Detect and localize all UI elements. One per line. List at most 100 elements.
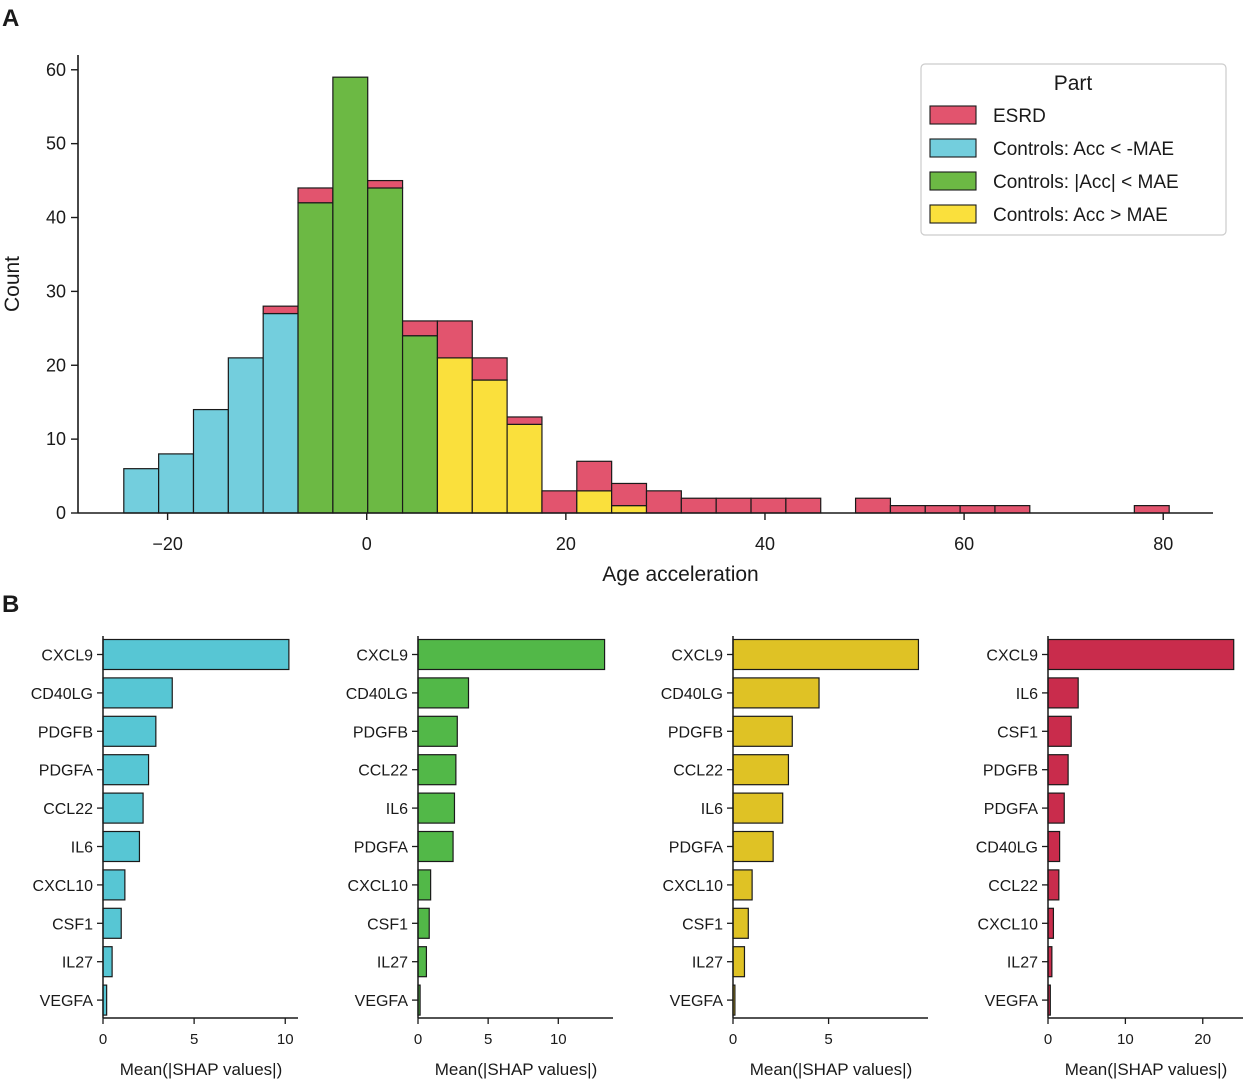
- hist-y-tick-label: 50: [46, 134, 66, 154]
- hist-bar-s0-b4: [262, 312, 299, 514]
- shap-category-label: PDGFA: [354, 840, 409, 857]
- shap-category-label: PDGFB: [983, 763, 1038, 780]
- shap-bar: [102, 946, 113, 978]
- hist-bar-s3-b14: [611, 482, 648, 507]
- shap-category-label: CXCL9: [356, 648, 408, 665]
- hist-x-tick-label: 0: [362, 534, 372, 554]
- shap-category-label: CSF1: [997, 724, 1038, 741]
- hist-bar-s3-b22: [889, 505, 926, 514]
- shap-bar: [1047, 754, 1069, 786]
- shap-bar: [417, 754, 457, 786]
- shap-category-label: CCL22: [43, 801, 93, 818]
- shap-bar: [1047, 638, 1235, 671]
- hist-bar-s1-b5: [297, 202, 334, 514]
- shap-category-label: IL27: [62, 955, 93, 972]
- shap-chart-esrd: CXCL9 IL6 CSF1 PDGFB PDGFA CD40LG CCL22 CXCL10 I…: [976, 636, 1243, 1079]
- shap-x-tick-label: 5: [190, 1031, 198, 1048]
- shap-bar: [732, 715, 793, 747]
- hist-bar-s2-b14: [611, 505, 648, 514]
- hist-bar-s2-b10: [471, 379, 508, 514]
- shap-x-axis-title: Mean(|SHAP values|): [435, 1060, 598, 1079]
- shap-bar: [102, 715, 157, 747]
- legend-swatch: [929, 138, 977, 158]
- shap-category-label: IL6: [386, 801, 408, 818]
- hist-bar-s3-b23: [924, 505, 961, 514]
- hist-y-tick-label: 20: [46, 355, 66, 375]
- hist-bar-s1-b6: [332, 76, 369, 514]
- shap-category-label: CD40LG: [976, 840, 1038, 857]
- shap-x-tick-label: 5: [484, 1031, 492, 1048]
- hist-x-tick-label: 60: [954, 534, 974, 554]
- shap-bar: [417, 907, 430, 939]
- shap-category-label: PDGFB: [353, 724, 408, 741]
- legend-swatch: [929, 171, 977, 191]
- shap-chart-controls-mid: CXCL9 CD40LG PDGFB CCL22 IL6 PDGFA CXCL10 CSF1 I…: [346, 636, 613, 1079]
- hist-bar-s0-b1: [158, 453, 195, 514]
- hist-bar-s3-b12: [541, 490, 578, 514]
- shap-bar: [102, 830, 141, 863]
- hist-bar-s3-b29: [1133, 505, 1170, 514]
- shap-bar: [102, 869, 126, 901]
- shap-category-label: CXCL10: [348, 878, 409, 895]
- hist-y-axis-title: Count: [1, 256, 24, 312]
- legend-entry-label: ESRD: [993, 106, 1046, 127]
- hist-bar-s3-b7: [367, 179, 404, 189]
- shap-category-label: CCL22: [988, 878, 1038, 895]
- shap-bar: [1047, 907, 1055, 939]
- shap-x-tick-label: 10: [1117, 1031, 1134, 1048]
- hist-x-tick-label: −20: [152, 534, 183, 554]
- shap-bar: [732, 869, 753, 901]
- shap-category-label: CXCL10: [663, 878, 724, 895]
- shap-category-label: CD40LG: [661, 686, 723, 703]
- hist-x-tick-label: 20: [556, 534, 576, 554]
- shap-bar: [102, 638, 290, 671]
- shap-category-label: CCL22: [673, 763, 723, 780]
- shap-category-label: CXCL9: [671, 648, 723, 665]
- shap-category-label: PDGFB: [668, 724, 723, 741]
- shap-chart-controls-high: CXCL9 CD40LG PDGFB CCL22 IL6 PDGFA CXCL10 CSF1 I…: [661, 636, 928, 1079]
- hist-y-tick-label: 10: [46, 429, 66, 449]
- shap-bar: [417, 638, 606, 671]
- hist-bar-s3-b17: [715, 497, 752, 514]
- hist-x-axis-title: Age acceleration: [602, 563, 758, 586]
- shap-category-label: CD40LG: [346, 686, 408, 703]
- hist-bar-s0-b0: [123, 468, 160, 514]
- shap-x-tick-label: 0: [414, 1031, 422, 1048]
- panel-label-a: A: [2, 5, 19, 32]
- shap-category-label: PDGFA: [39, 763, 94, 780]
- hist-y-tick-label: 30: [46, 281, 66, 301]
- shap-category-label: CXCL9: [986, 648, 1038, 665]
- shap-category-label: VEGFA: [670, 993, 724, 1010]
- shap-category-label: VEGFA: [355, 993, 409, 1010]
- legend-swatch: [929, 204, 977, 224]
- hist-bar-s3-b21: [854, 497, 892, 514]
- legend-entry-label: Controls: |Acc| < MAE: [993, 172, 1179, 193]
- shap-category-label: PDGFB: [38, 724, 93, 741]
- shap-x-tick-label: 10: [277, 1031, 294, 1048]
- shap-bar: [732, 638, 920, 671]
- shap-x-tick-label: 0: [729, 1031, 737, 1048]
- legend-entry-label: Controls: Acc < -MAE: [993, 139, 1174, 160]
- shap-x-tick-label: 0: [99, 1031, 107, 1048]
- shap-bar: [1047, 830, 1061, 863]
- shap-category-label: PDGFA: [669, 840, 724, 857]
- hist-y-tick-label: 40: [46, 208, 66, 228]
- hist-bar-s3-b24: [959, 505, 996, 514]
- shap-category-label: IL27: [692, 955, 723, 972]
- shap-category-label: IL6: [1016, 686, 1038, 703]
- hist-bar-s3-b4: [262, 305, 299, 315]
- legend-swatch: [929, 105, 977, 125]
- shap-bar: [417, 792, 456, 824]
- shap-bar: [1047, 677, 1079, 709]
- shap-category-label: CSF1: [682, 916, 723, 933]
- hist-bar-s3-b9: [436, 320, 473, 359]
- shap-category-label: PDGFA: [984, 801, 1039, 818]
- hist-bar-s3-b15: [645, 490, 682, 514]
- shap-category-label: IL6: [701, 801, 723, 818]
- shap-bar: [1047, 715, 1072, 747]
- shap-x-tick-label: 20: [1194, 1031, 1211, 1048]
- hist-y-tick-label: 0: [56, 503, 66, 523]
- shap-category-label: CXCL10: [978, 916, 1039, 933]
- shap-bar: [1047, 792, 1065, 824]
